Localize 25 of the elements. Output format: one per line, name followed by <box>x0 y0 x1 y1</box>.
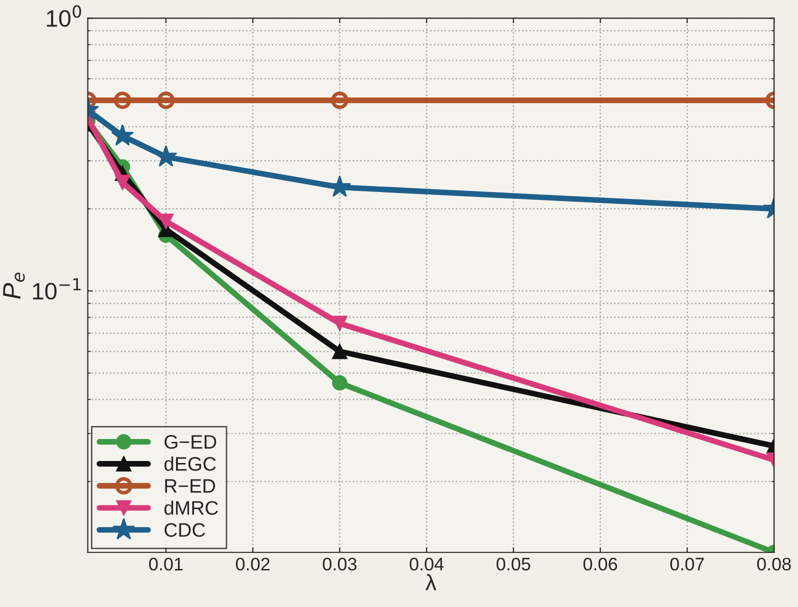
x-tick-label: 0.02 <box>236 558 270 570</box>
x-tick-label: 0.04 <box>410 558 444 570</box>
point <box>332 344 348 360</box>
x-tick-label: 0.01 <box>149 558 183 570</box>
x-tick-label: 0.08 <box>757 558 791 570</box>
legend-label: dEGC <box>164 456 216 471</box>
point <box>114 92 132 109</box>
point <box>114 174 130 190</box>
point <box>331 92 348 109</box>
x-tick-label: 0.03 <box>322 558 356 570</box>
x-axis-title: λ <box>426 574 436 590</box>
y-tick-label: 10$^{0}$ <box>46 5 82 27</box>
legend-label: CDC <box>164 523 205 537</box>
point <box>157 92 175 109</box>
legend-label: dMRC <box>164 500 218 515</box>
point <box>332 316 348 332</box>
legend-label: R−ED <box>165 479 216 493</box>
y-axis-title: P$_{e}$ <box>3 272 25 299</box>
x-tick-label: 0.07 <box>670 558 704 570</box>
x-tick-label: 0.05 <box>496 558 530 570</box>
point <box>111 124 134 146</box>
point <box>332 375 348 391</box>
x-tick-label: 0.06 <box>583 558 618 570</box>
legend-label: G−ED <box>164 435 216 449</box>
y-tick-label: 10$^{−1}$ <box>33 278 81 300</box>
